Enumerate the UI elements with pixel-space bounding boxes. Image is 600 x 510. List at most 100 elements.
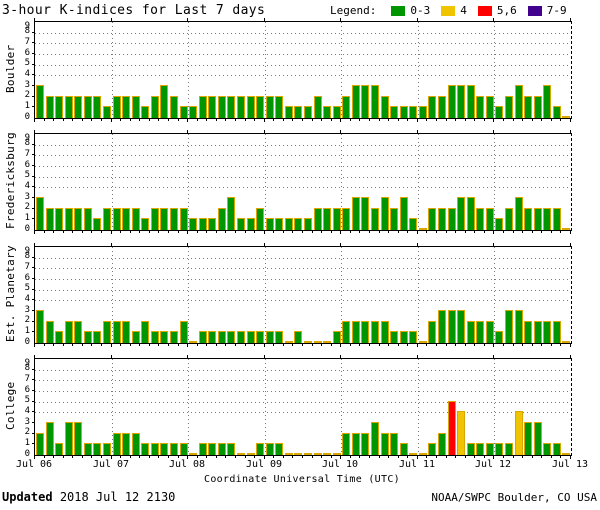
k-bar: [36, 310, 44, 343]
axis-tick: [465, 456, 466, 458]
day-gridline: [112, 359, 113, 455]
y-tick-label: 9: [24, 245, 30, 256]
k-bar: [514, 85, 523, 118]
axis-tick: [379, 231, 380, 233]
axis-tick: [273, 344, 274, 346]
k-bar: [552, 208, 561, 230]
y-tick-label: 9: [24, 132, 30, 143]
axis-tick: [130, 231, 131, 233]
h-gridline: [35, 300, 571, 302]
k-bar: [409, 453, 418, 455]
axis-tick: [187, 456, 188, 459]
k-bar: [428, 443, 437, 455]
axis-tick: [235, 231, 236, 233]
axis-tick-top: [187, 355, 188, 358]
axis-tick: [63, 456, 64, 458]
axis-tick: [541, 119, 542, 121]
axis-tick: [245, 119, 246, 121]
y-axis-tick: [32, 320, 35, 322]
axis-tick: [560, 344, 561, 346]
axis-tick: [111, 456, 112, 459]
k-bar: [428, 321, 437, 343]
axis-tick: [474, 456, 475, 458]
h-gridline: [35, 32, 571, 34]
h-gridline: [35, 155, 571, 157]
axis-tick-top: [340, 355, 341, 358]
k-bar: [476, 321, 485, 343]
k-bar: [562, 228, 571, 230]
k-bar: [131, 96, 140, 118]
axis-tick: [388, 344, 389, 346]
legend-item: 7-9: [527, 4, 567, 17]
y-axis-tick: [32, 278, 35, 279]
day-gridline: [112, 247, 113, 343]
k-bar: [361, 197, 370, 230]
k-bar: [93, 218, 102, 230]
k-bar: [122, 321, 131, 343]
axis-tick-top: [493, 130, 494, 133]
panel-boulder: [34, 21, 572, 119]
axis-tick: [283, 456, 284, 458]
k-bar: [112, 321, 121, 343]
axis-tick-top: [34, 18, 35, 21]
day-gridline: [265, 247, 266, 343]
day-gridline: [418, 247, 419, 343]
axis-tick: [72, 344, 73, 346]
k-bar: [189, 341, 198, 343]
y-axis-tick: [32, 299, 35, 301]
k-bar: [390, 433, 399, 455]
k-bar: [103, 443, 111, 455]
axis-tick: [302, 456, 303, 458]
k-bar: [371, 85, 379, 118]
day-gridline: [341, 247, 342, 343]
k-bar: [505, 96, 513, 118]
axis-tick: [522, 344, 523, 346]
k-bar: [141, 218, 150, 230]
y-tick-label: 6: [24, 47, 30, 58]
k-bar: [284, 106, 293, 118]
k-bar: [447, 208, 456, 230]
axis-tick: [187, 119, 188, 122]
k-bar: [227, 443, 236, 455]
x-tick-label: Jul 12: [474, 459, 512, 470]
y-axis-tick: [32, 443, 35, 445]
y-axis-tick: [32, 53, 35, 54]
k-bar: [55, 443, 64, 455]
k-bar: [256, 208, 265, 230]
legend-item-label: 7-9: [546, 4, 567, 17]
k-bar: [351, 321, 360, 343]
axis-tick: [474, 119, 475, 121]
k-bar: [150, 331, 159, 343]
k-bar: [428, 208, 437, 230]
y-axis-tick: [32, 85, 35, 86]
axis-tick: [178, 119, 179, 121]
axis-tick: [465, 344, 466, 346]
k-bar: [237, 218, 245, 230]
axis-tick: [63, 119, 64, 121]
k-bar: [170, 208, 178, 230]
day-gridline: [494, 247, 495, 343]
k-bar: [141, 321, 150, 343]
axis-tick: [82, 456, 83, 458]
k-bar: [208, 96, 217, 118]
axis-tick: [321, 231, 322, 233]
legend-item-label: 4: [460, 4, 467, 17]
k-bar: [237, 453, 245, 455]
k-bar: [466, 197, 475, 230]
axis-tick: [149, 231, 150, 233]
y-axis-tick: [32, 256, 35, 258]
k-bar: [323, 106, 332, 118]
k-bar: [275, 96, 284, 118]
axis-tick-top: [111, 130, 112, 133]
y-tick-label: 0: [24, 336, 30, 347]
k-bar: [131, 208, 140, 230]
axis-tick: [503, 344, 504, 346]
x-tick-label: Jul 07: [92, 459, 130, 470]
axis-tick: [359, 344, 360, 346]
y-axis-tick: [32, 42, 35, 44]
axis-tick: [407, 344, 408, 346]
day-gridline: [265, 22, 266, 118]
k-bar: [131, 331, 140, 343]
axis-tick: [178, 344, 179, 346]
axis-tick: [72, 231, 73, 233]
